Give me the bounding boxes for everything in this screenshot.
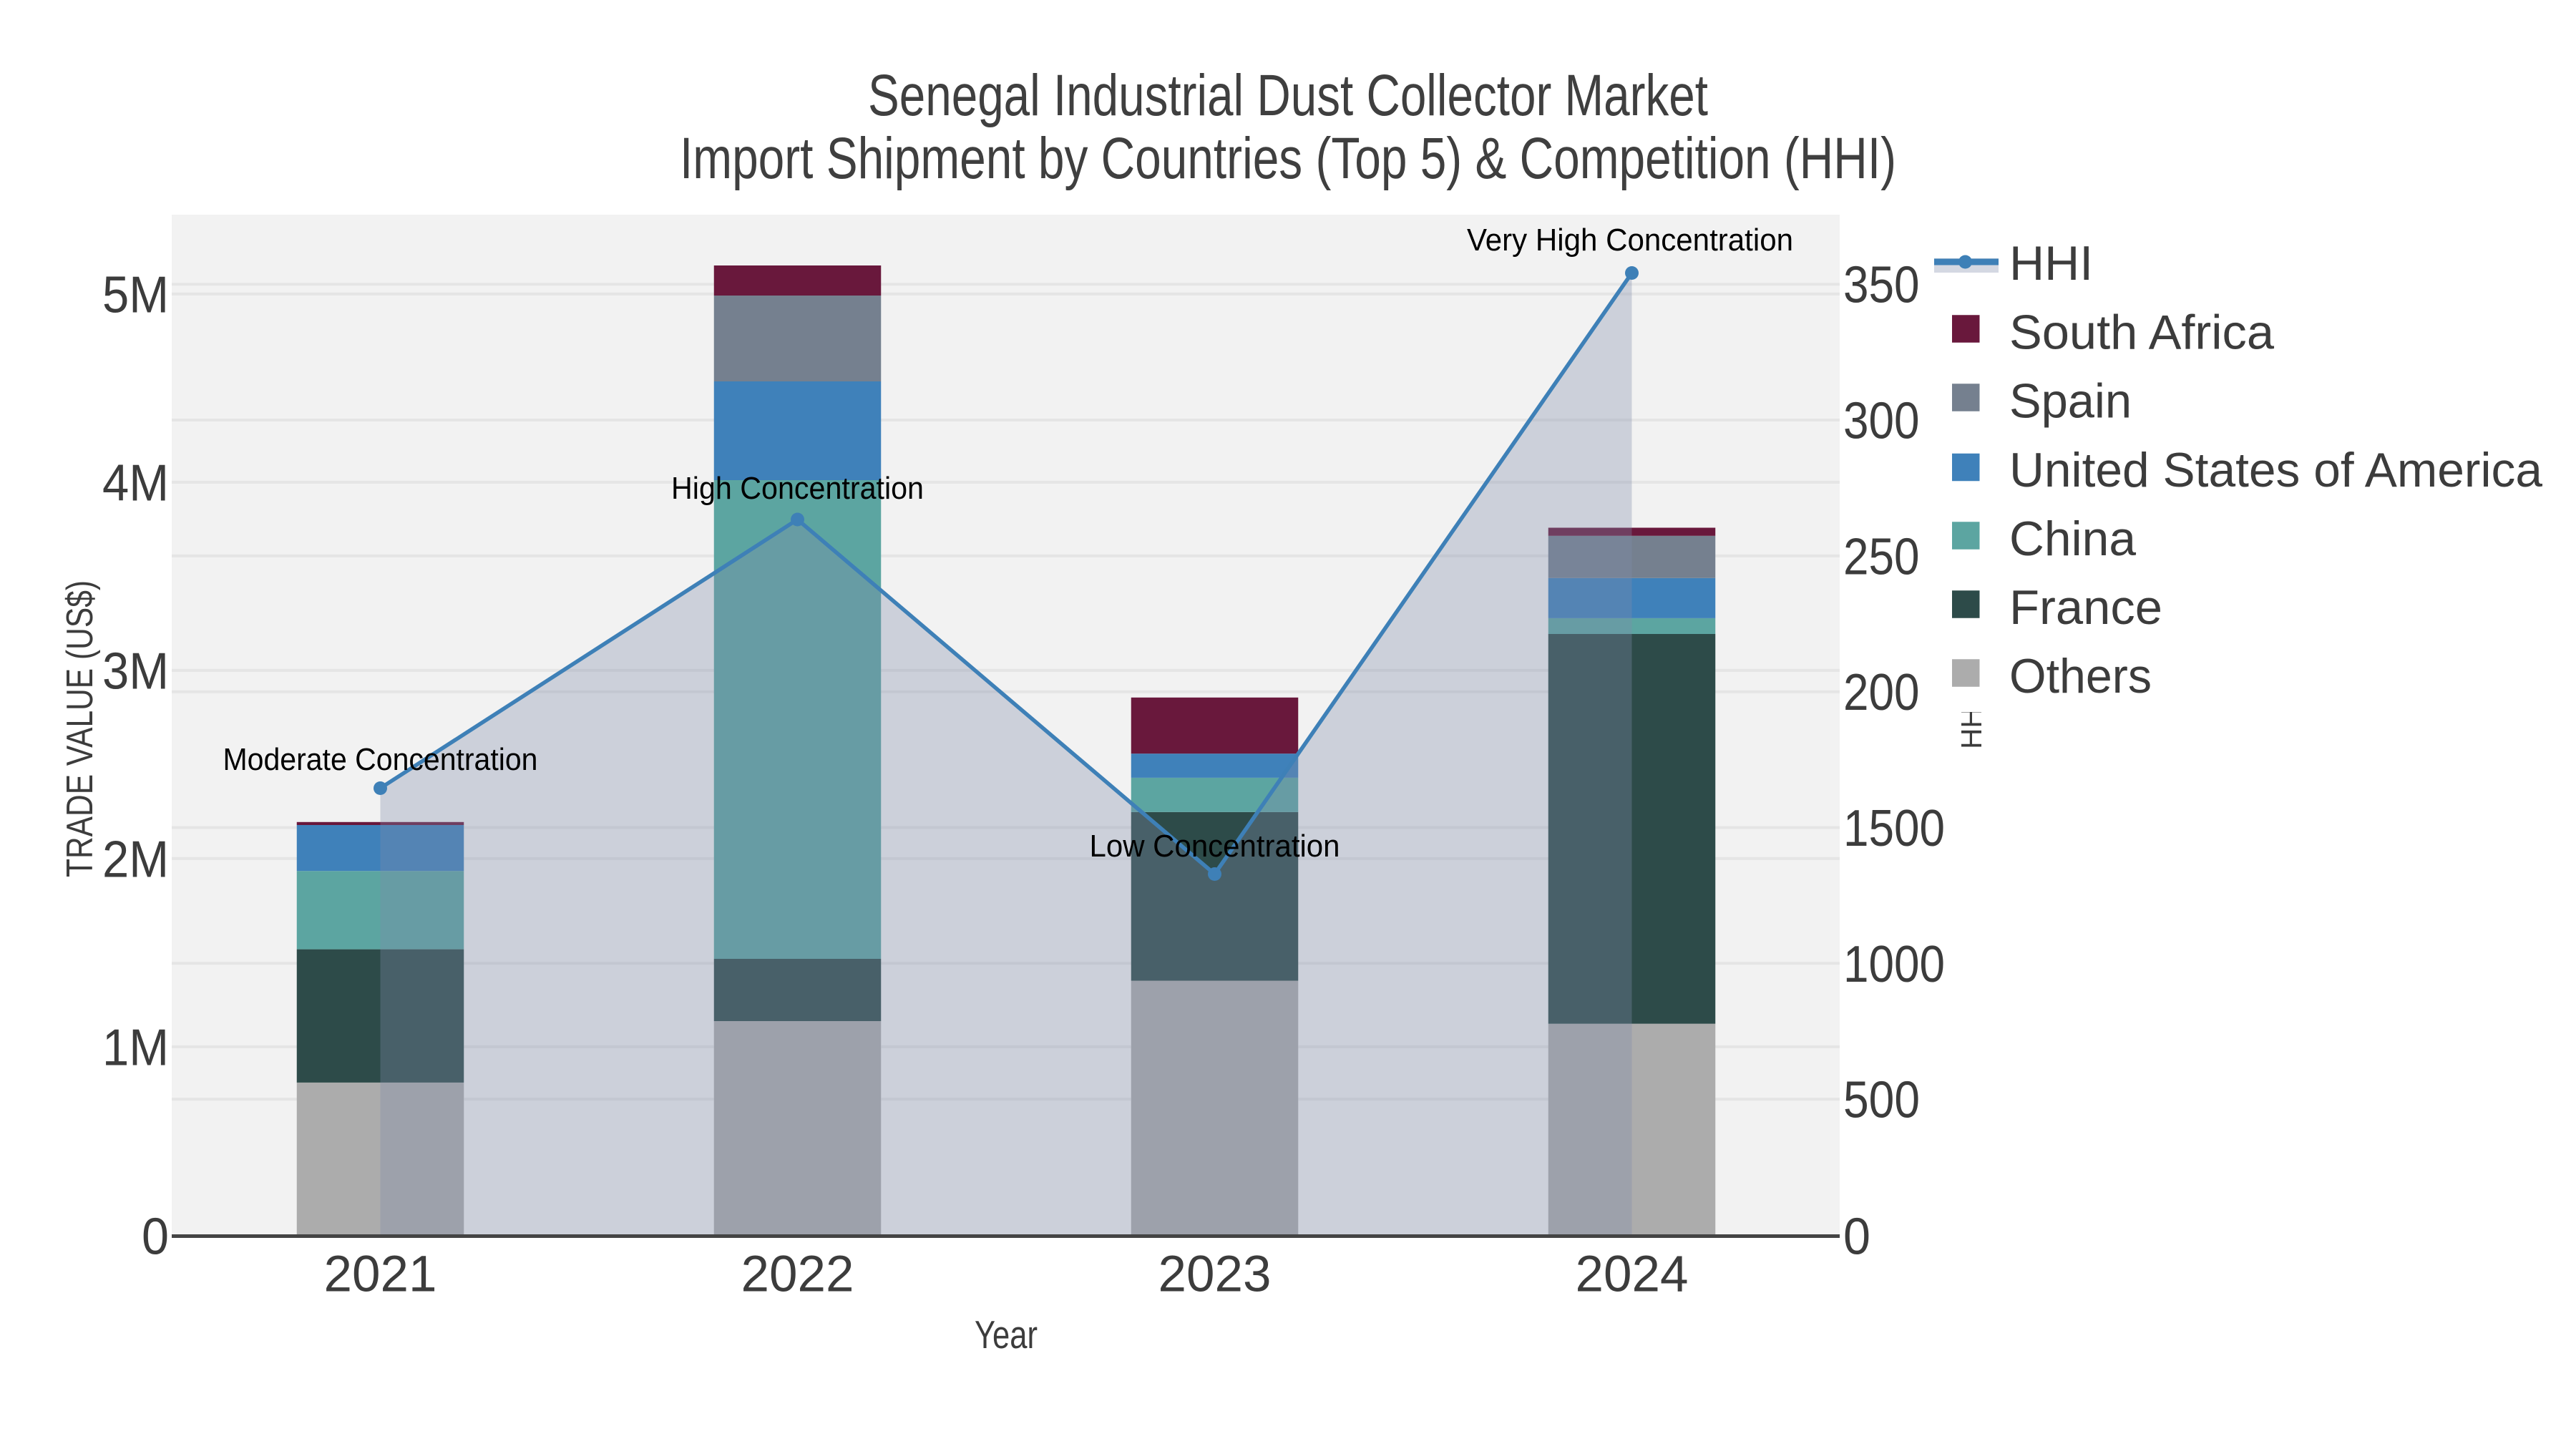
svg-text:Moderate Concentration: Moderate Concentration: [223, 742, 538, 777]
svg-text:4M: 4M: [102, 455, 169, 512]
svg-text:China: China: [2009, 512, 2136, 566]
svg-text:1000: 1000: [1843, 936, 1945, 993]
svg-text:Spain: Spain: [2009, 374, 2132, 429]
svg-text:1M: 1M: [102, 1020, 169, 1077]
svg-text:France: France: [2009, 580, 2162, 635]
svg-text:TRADE VALUE (US$): TRADE VALUE (US$): [59, 580, 101, 877]
svg-text:Import Shipment by Countries (: Import Shipment by Countries (Top 5) & C…: [680, 126, 1896, 191]
svg-text:2022: 2022: [741, 1246, 854, 1303]
svg-text:Senegal Industrial Dust Collec: Senegal Industrial Dust Collector Market: [868, 63, 1708, 128]
svg-text:Low Concentration: Low Concentration: [1090, 829, 1340, 864]
svg-text:Very High Concentration: Very High Concentration: [1467, 223, 1793, 258]
svg-text:0: 0: [1843, 1209, 1870, 1266]
svg-text:1500: 1500: [1843, 800, 1945, 857]
svg-text:5M: 5M: [102, 267, 169, 324]
svg-text:2M: 2M: [102, 831, 169, 889]
svg-text:Year: Year: [975, 1312, 1038, 1357]
svg-text:South Africa: South Africa: [2009, 306, 2274, 360]
svg-text:Others: Others: [2009, 649, 2152, 703]
svg-text:HHI: HHI: [2009, 236, 2093, 291]
svg-text:2021: 2021: [324, 1246, 437, 1303]
svg-text:500: 500: [1843, 1072, 1920, 1129]
svg-text:3M: 3M: [102, 643, 169, 701]
svg-text:2024: 2024: [1576, 1246, 1689, 1303]
svg-text:High Concentration: High Concentration: [671, 471, 924, 506]
svg-text:0: 0: [142, 1209, 169, 1266]
svg-text:2023: 2023: [1158, 1246, 1272, 1303]
svg-text:United States of America: United States of America: [2009, 443, 2542, 497]
